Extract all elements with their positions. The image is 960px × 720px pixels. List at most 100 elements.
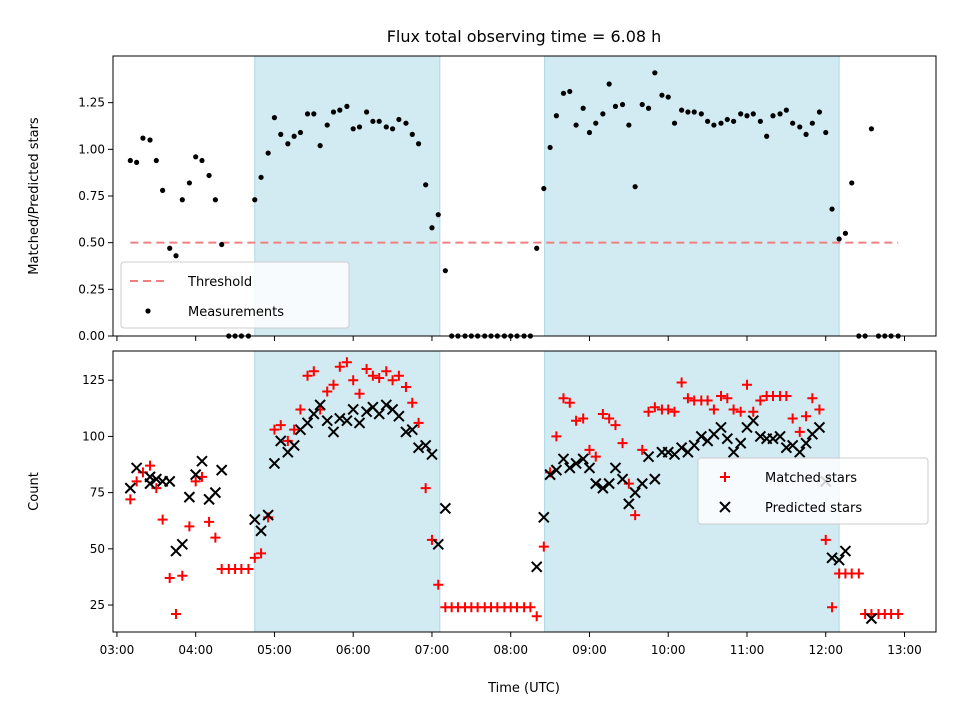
matched-star-point <box>210 532 221 543</box>
matched-star-point <box>295 404 306 415</box>
measurement-point <box>757 118 763 124</box>
predicted-star-point <box>406 423 418 436</box>
y-tick-label: 125 <box>82 373 105 387</box>
predicted-star-point <box>833 554 845 566</box>
matched-star-point <box>676 377 687 388</box>
measurement-point <box>764 133 770 139</box>
measurement-point <box>442 268 448 274</box>
measurement-point <box>600 111 606 117</box>
matched-star-point <box>204 516 215 527</box>
bottom-panel: 03:00 04:00 05:00 06:00 07:00 08:00 09:00 10:00… <box>27 350 937 657</box>
matched-star-point <box>584 444 595 455</box>
measurement-point <box>415 141 422 147</box>
y-tick-label: 1.25 <box>78 96 105 110</box>
predicted-star-point <box>183 491 196 503</box>
legend-x-swatch <box>719 501 731 513</box>
plot-frame <box>112 350 937 633</box>
matched-star-point <box>741 379 752 390</box>
legend-label: Matched stars <box>765 471 857 486</box>
predicted-star-point <box>327 426 340 438</box>
series-matched-stars <box>125 357 904 622</box>
measurement-point <box>409 131 415 137</box>
matched-star-point <box>551 431 562 442</box>
predicted-star-point <box>209 486 222 499</box>
matched-star-point <box>381 366 392 377</box>
chart-title: Flux total observing time = 6.08 h <box>387 27 662 46</box>
measurement-point <box>718 120 724 126</box>
measurement-point <box>797 124 803 130</box>
measurement-point <box>265 150 271 156</box>
predicted-star-point <box>353 417 366 429</box>
predicted-star-point <box>609 462 622 474</box>
x-tick-label: 03:00 <box>100 643 135 657</box>
matched-star-point <box>853 568 864 579</box>
legend: Matched stars Predicted stars <box>697 457 929 525</box>
measurement-point <box>790 120 796 126</box>
predicted-star-point <box>577 453 589 465</box>
x-tick-label: 10:00 <box>651 643 686 657</box>
measurement-point <box>285 141 291 147</box>
measurement-point <box>291 133 297 139</box>
measurement-point <box>730 118 737 124</box>
measurement-point <box>652 70 658 76</box>
matched-star-point <box>184 521 195 532</box>
matched-star-point <box>322 386 333 397</box>
measurement-point <box>705 118 711 124</box>
predicted-star-point <box>163 475 176 488</box>
predicted-star-point <box>334 412 346 425</box>
matched-star-point <box>623 478 634 489</box>
predicted-star-point <box>439 502 452 515</box>
measurement-point <box>219 241 225 248</box>
measurement-point <box>698 111 704 117</box>
predicted-star-point <box>767 432 779 445</box>
predicted-star-point <box>636 477 648 490</box>
x-tick-label: 07:00 <box>415 643 450 657</box>
measurement-point <box>186 180 192 186</box>
predicted-star-point <box>249 513 261 526</box>
measurement-point <box>403 120 409 126</box>
predicted-star-point <box>275 435 287 447</box>
y-tick-label: 50 <box>90 542 105 556</box>
matched-star-point <box>361 363 372 374</box>
predicted-star-point <box>314 399 326 411</box>
matched-star-point <box>617 438 628 449</box>
predicted-star-point <box>747 414 759 427</box>
measurement-point <box>619 101 626 108</box>
predicted-star-point <box>642 450 655 463</box>
x-axis-title: Time (UTC) <box>487 681 560 696</box>
predicted-star-point <box>215 464 228 476</box>
measurement-point <box>344 103 350 109</box>
predicted-star-point <box>347 403 359 416</box>
matched-star-point <box>282 435 293 446</box>
measurement-point <box>278 131 284 137</box>
predicted-star-point <box>373 408 385 420</box>
measurement-point <box>127 157 133 164</box>
measurement-point <box>199 157 205 164</box>
measurement-point <box>809 120 815 126</box>
measurement-point <box>573 122 579 128</box>
matched-star-point <box>269 424 280 435</box>
measurement-point <box>389 126 396 132</box>
measurement-point <box>612 103 619 109</box>
matched-star-point <box>597 408 608 419</box>
measurement-point <box>311 111 317 117</box>
measurement-point <box>744 113 750 119</box>
measurement-point <box>134 159 140 165</box>
measurement-point <box>317 143 323 149</box>
measurement-point <box>593 120 599 126</box>
measurement-point <box>724 116 730 123</box>
measurement-point <box>770 113 776 119</box>
measurement-point <box>297 129 304 136</box>
legend-label: Predicted stars <box>765 501 862 516</box>
matched-star-point <box>702 395 713 406</box>
measurement-point <box>212 197 218 203</box>
matched-star-point <box>558 393 569 404</box>
legend-box <box>697 457 929 525</box>
matched-star-point <box>145 460 156 471</box>
measurement-point <box>324 122 330 128</box>
matched-star-point <box>433 579 444 590</box>
matched-star-point <box>748 406 759 417</box>
predicted-star-point <box>800 437 812 449</box>
matched-star-point <box>781 390 792 401</box>
measurement-point <box>193 154 199 160</box>
